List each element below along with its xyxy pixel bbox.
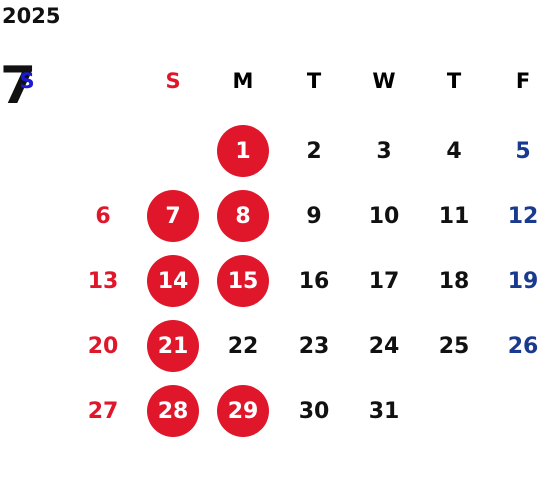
day-cell: 30 [298, 398, 330, 424]
highlighted-day-cell: 15 [217, 255, 269, 307]
highlighted-day-cell: 14 [147, 255, 199, 307]
year-label: 2025 [2, 4, 61, 28]
day-cell: 26 [507, 333, 539, 359]
day-cell: 20 [87, 333, 119, 359]
weekday-thursday: T [446, 69, 462, 93]
highlighted-day-cell: 21 [147, 320, 199, 372]
day-cell: 31 [368, 398, 400, 424]
weekday-friday: F [515, 69, 531, 93]
month-number: 7 [0, 56, 37, 116]
day-cell: 6 [95, 203, 111, 229]
day-cell: 18 [438, 268, 470, 294]
day-cell: 23 [298, 333, 330, 359]
day-cell: 16 [298, 268, 330, 294]
weekday-wednesday: W [372, 69, 396, 93]
day-cell: 24 [368, 333, 400, 359]
weekday-tuesday: T [306, 69, 322, 93]
day-cell: 27 [87, 398, 119, 424]
highlighted-day-cell: 1 [217, 125, 269, 177]
weekday-saturday: S [19, 69, 35, 93]
day-cell: 13 [87, 268, 119, 294]
day-cell: 11 [438, 203, 470, 229]
highlighted-day-cell: 8 [217, 190, 269, 242]
day-cell: 9 [306, 203, 322, 229]
highlighted-day-cell: 29 [217, 385, 269, 437]
highlighted-day-cell: 28 [147, 385, 199, 437]
weekday-sunday: S [165, 69, 181, 93]
day-cell: 17 [368, 268, 400, 294]
day-cell: 2 [306, 138, 322, 164]
day-cell: 3 [376, 138, 392, 164]
weekday-monday: M [232, 69, 254, 93]
day-cell: 12 [507, 203, 539, 229]
day-cell: 10 [368, 203, 400, 229]
day-cell: 4 [446, 138, 462, 164]
day-cell: 25 [438, 333, 470, 359]
day-cell: 5 [515, 138, 531, 164]
day-cell: 22 [227, 333, 259, 359]
day-cell: 19 [507, 268, 539, 294]
highlighted-day-cell: 7 [147, 190, 199, 242]
